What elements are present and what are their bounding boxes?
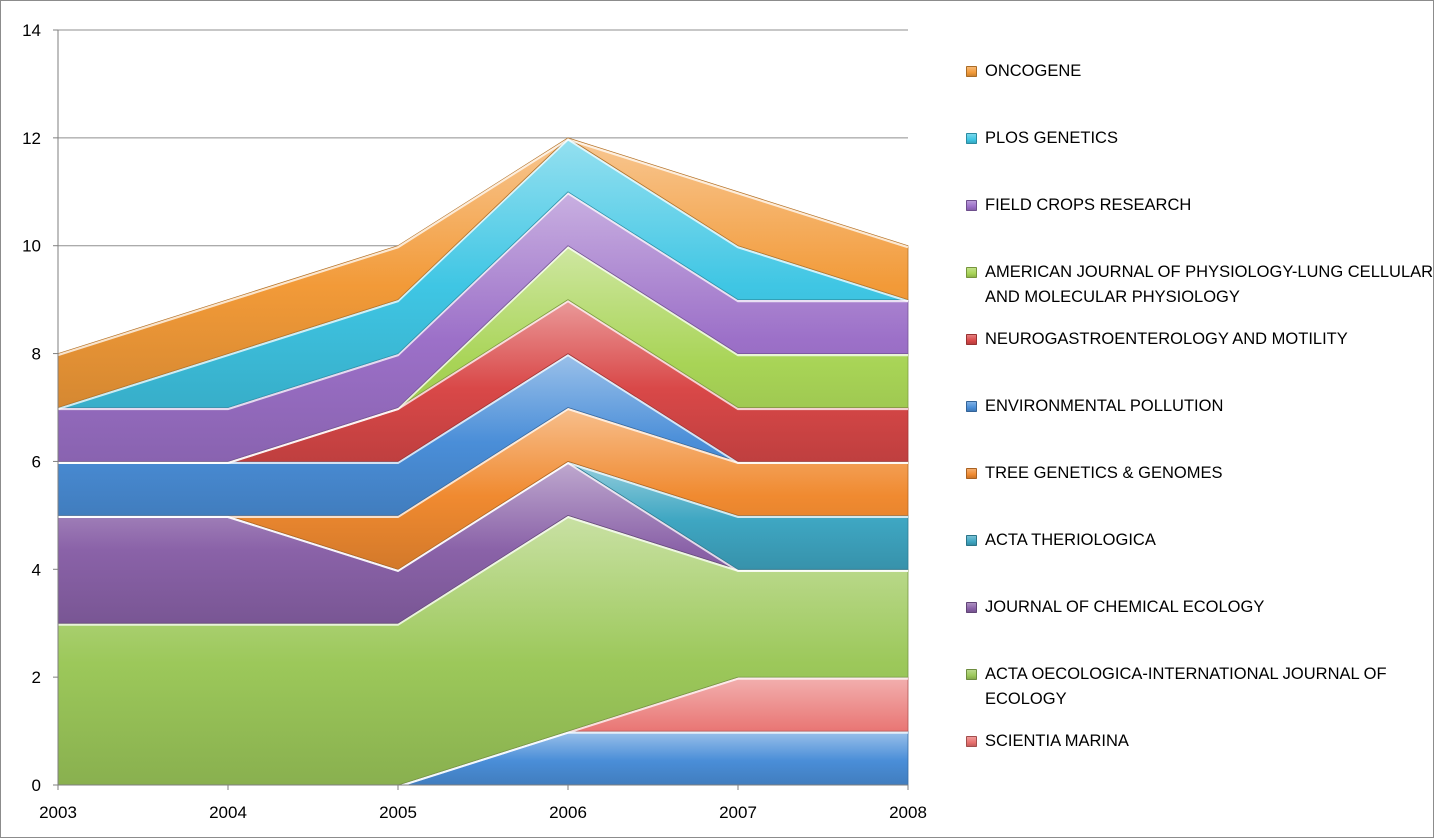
legend-swatch: [966, 133, 977, 144]
legend-swatch: [966, 736, 977, 747]
legend-item: JOURNAL OF CHEMICAL ECOLOGY: [963, 595, 1434, 620]
y-tick-label: 4: [32, 560, 41, 579]
legend-swatch: [966, 267, 977, 278]
legend-label: NEUROGASTROENTEROLOGY AND MOTILITY: [985, 330, 1348, 348]
legend-swatch: [966, 66, 977, 77]
x-tick-label: 2003: [39, 803, 77, 822]
legend-label: ENVIRONMENTAL POLLUTION: [985, 397, 1224, 415]
y-tick-label: 2: [32, 668, 41, 687]
legend-item: ENVIRONMENTAL POLLUTION: [963, 394, 1434, 419]
legend-label: AMERICAN JOURNAL OF PHYSIOLOGY-LUNG CELL…: [985, 263, 1434, 306]
legend-item: AMERICAN JOURNAL OF PHYSIOLOGY-LUNG CELL…: [963, 260, 1434, 310]
y-tick-label: 10: [22, 237, 41, 256]
area-highlight: [58, 191, 908, 411]
x-tick-label: 2004: [209, 803, 247, 822]
legend-label: FIELD CROPS RESEARCH: [985, 196, 1192, 214]
legend-label: ACTA OECOLOGICA-INTERNATIONAL JOURNAL OF…: [985, 665, 1387, 708]
legend-swatch: [966, 334, 977, 345]
y-tick-label: 14: [22, 21, 41, 40]
y-tick-label: 12: [22, 129, 41, 148]
legend-label: JOURNAL OF CHEMICAL ECOLOGY: [985, 598, 1265, 616]
legend-item: FIELD CROPS RESEARCH: [963, 193, 1434, 218]
y-tick-label: 6: [32, 452, 41, 471]
legend-swatch: [966, 535, 977, 546]
legend-label: PLOS GENETICS: [985, 129, 1118, 147]
legend-item: ACTA OECOLOGICA-INTERNATIONAL JOURNAL OF…: [963, 662, 1434, 712]
legend-item: SCIENTIA MARINA: [963, 729, 1434, 754]
legend-label: ACTA THERIOLOGICA: [985, 531, 1156, 549]
legend-item: TREE GENETICS & GENOMES: [963, 461, 1434, 486]
legend-label: ONCOGENE: [985, 62, 1082, 80]
legend-label: SCIENTIA MARINA: [985, 732, 1129, 750]
axes: 0 2 4 6 8 10 12 14 2003 2004 2005 2006 2007 2008: [22, 21, 927, 822]
legend-item: NEUROGASTROENTEROLOGY AND MOTILITY: [963, 327, 1434, 352]
area-series: [57, 137, 909, 788]
legend-label: TREE GENETICS & GENOMES: [985, 464, 1223, 482]
x-tick-label: 2007: [719, 803, 757, 822]
legend-swatch: [966, 602, 977, 613]
legend-swatch: [966, 669, 977, 680]
legend-item: PLOS GENETICS: [963, 126, 1434, 151]
y-tick-label: 0: [32, 776, 41, 795]
x-tick-label: 2006: [549, 803, 587, 822]
legend-swatch: [966, 200, 977, 211]
area-highlight: [58, 245, 908, 464]
x-tick-label: 2008: [889, 803, 927, 822]
x-tick-label: 2005: [379, 803, 417, 822]
area-highlight: [57, 138, 909, 411]
legend-swatch: [966, 468, 977, 479]
legend-item: ONCOGENE: [963, 59, 1434, 84]
area-highlight: [58, 677, 908, 788]
y-tick-label: 8: [32, 345, 41, 364]
legend-item: ACTA THERIOLOGICA: [963, 528, 1434, 553]
legend-swatch: [966, 401, 977, 412]
area-highlight: [57, 138, 909, 357]
area-oncogene: [57, 137, 909, 408]
